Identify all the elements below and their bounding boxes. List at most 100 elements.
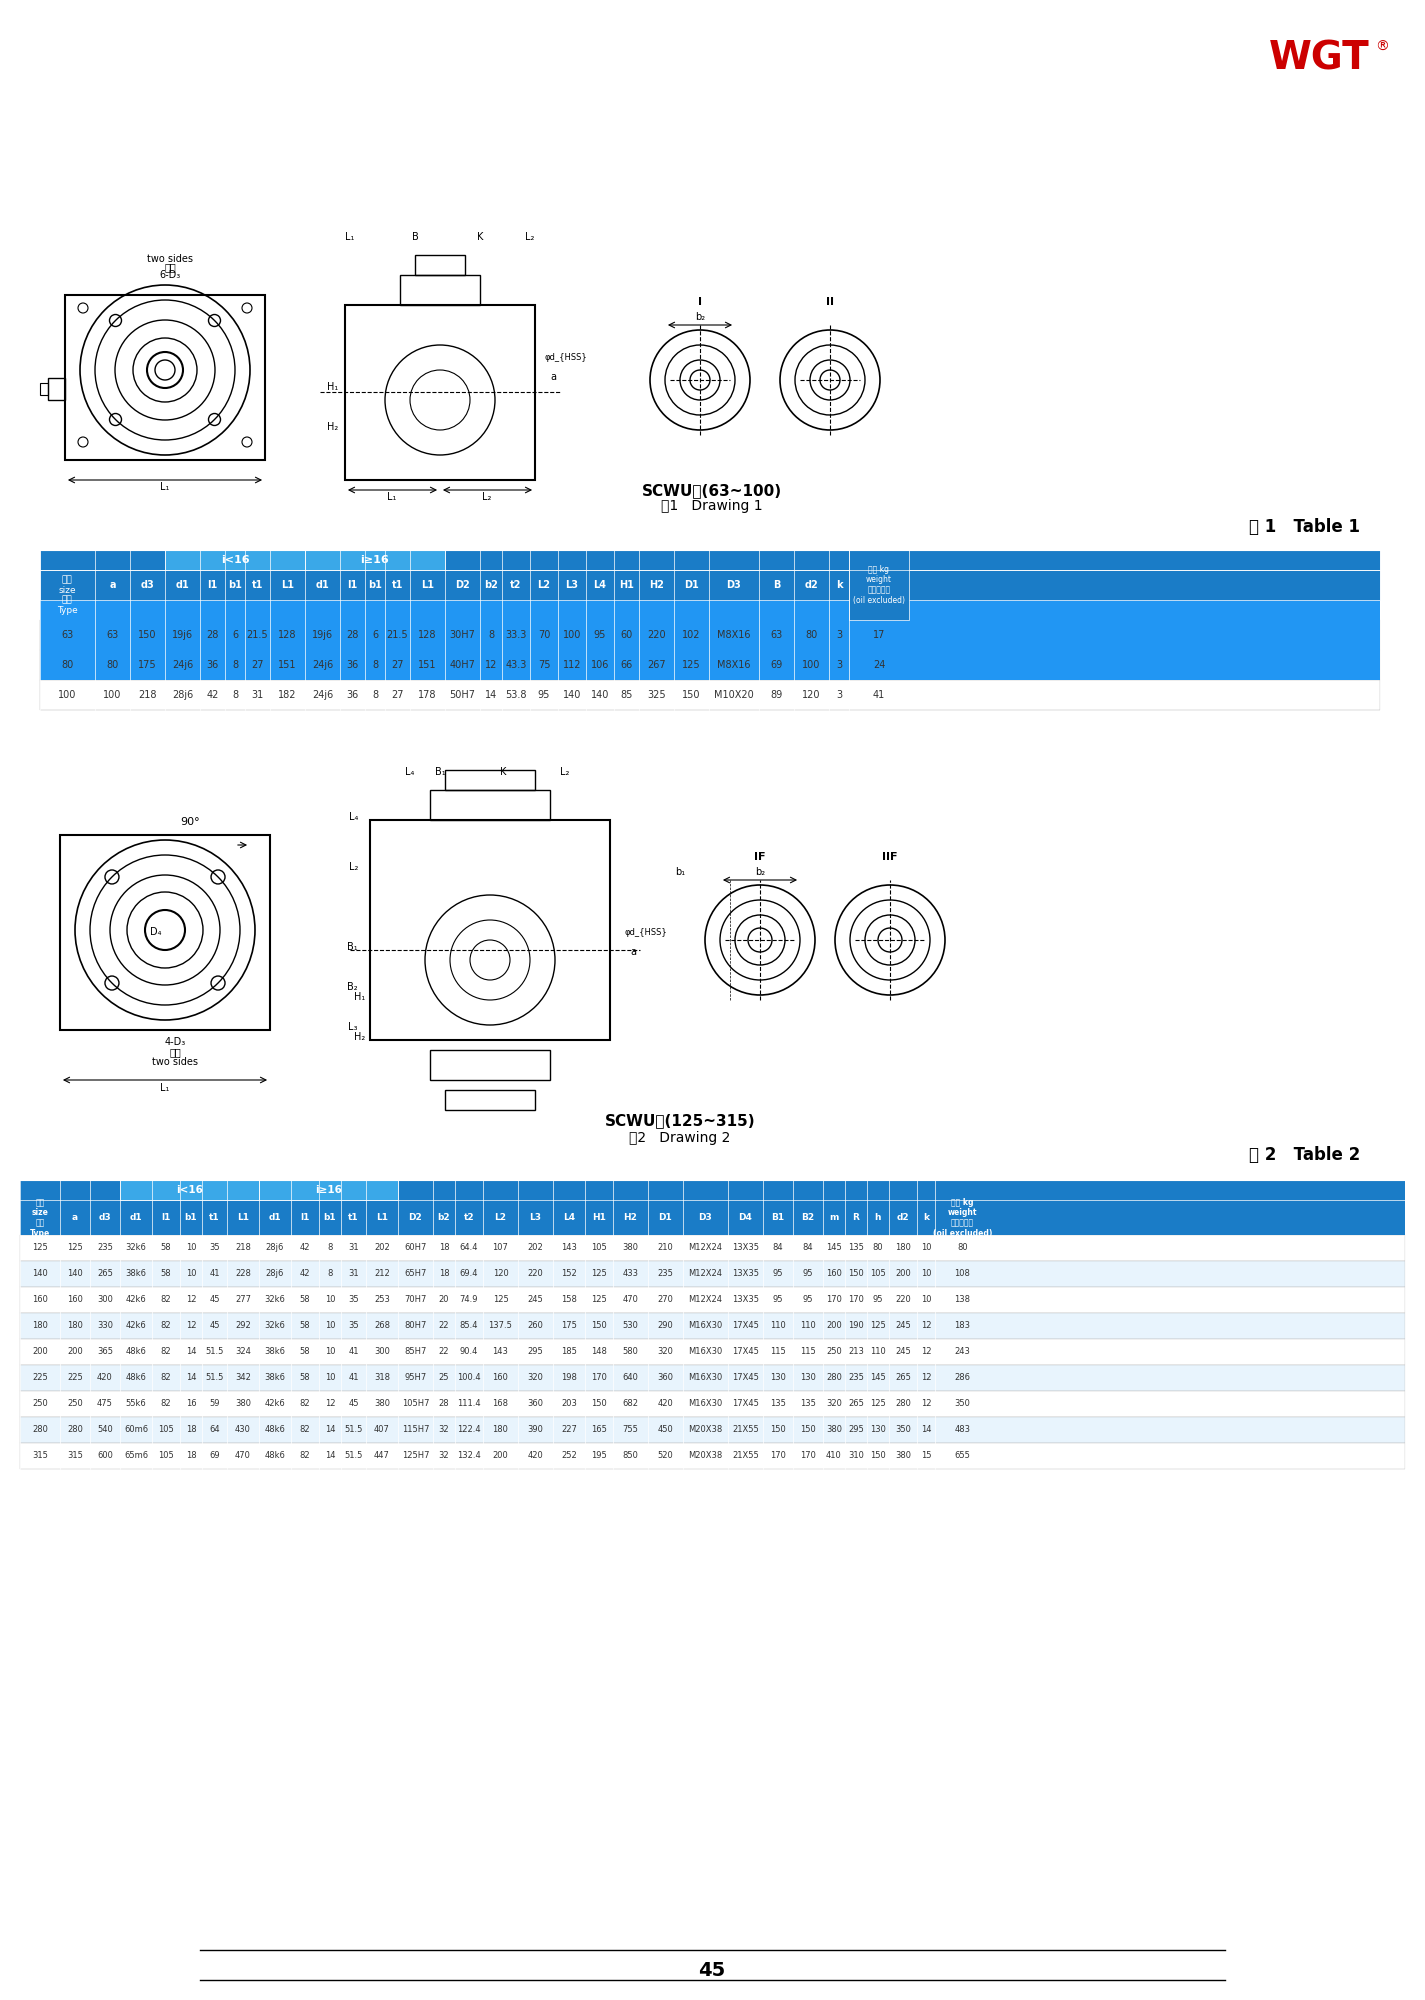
Text: 245: 245 <box>895 1322 911 1330</box>
Text: 17: 17 <box>872 630 885 640</box>
Text: 178: 178 <box>419 690 436 700</box>
Text: 41: 41 <box>348 1348 359 1356</box>
Text: 表 2   Table 2: 表 2 Table 2 <box>1248 1146 1359 1164</box>
Text: 95: 95 <box>772 1270 784 1278</box>
Text: 245: 245 <box>527 1296 543 1304</box>
Text: 69.4: 69.4 <box>460 1270 479 1278</box>
Text: 10: 10 <box>185 1244 197 1252</box>
Text: 82: 82 <box>161 1296 171 1304</box>
Text: L₂: L₂ <box>560 766 570 776</box>
Text: 151: 151 <box>419 660 436 670</box>
Text: 105: 105 <box>871 1270 886 1278</box>
Text: 70H7: 70H7 <box>405 1296 426 1304</box>
Text: 30H7: 30H7 <box>449 630 476 640</box>
Text: 27: 27 <box>251 660 264 670</box>
Text: 100: 100 <box>103 690 121 700</box>
Text: B: B <box>412 232 419 242</box>
Text: 202: 202 <box>375 1244 390 1252</box>
Text: 200: 200 <box>493 1452 509 1460</box>
Text: 17X45: 17X45 <box>732 1322 760 1330</box>
Text: 8: 8 <box>372 660 378 670</box>
Text: 两侧: 两侧 <box>164 262 175 272</box>
Text: 250: 250 <box>826 1348 842 1356</box>
Text: 58: 58 <box>299 1374 311 1382</box>
Text: 115: 115 <box>770 1348 785 1356</box>
Text: 尺寸
size
型号
Type: 尺寸 size 型号 Type <box>30 1198 50 1238</box>
Text: 320: 320 <box>657 1348 674 1356</box>
Text: 35: 35 <box>209 1244 219 1252</box>
Text: 850: 850 <box>623 1452 638 1460</box>
Text: 69: 69 <box>771 660 782 670</box>
Bar <box>445 770 534 790</box>
Text: 13X35: 13X35 <box>732 1270 760 1278</box>
Text: 95: 95 <box>802 1296 814 1304</box>
Text: 218: 218 <box>235 1244 251 1252</box>
Bar <box>120 1180 259 1200</box>
Text: 27: 27 <box>392 690 403 700</box>
Text: 95H7: 95H7 <box>405 1374 426 1382</box>
Text: 295: 295 <box>848 1426 864 1434</box>
Text: 90°: 90° <box>180 816 200 828</box>
Text: 168: 168 <box>493 1400 509 1408</box>
Text: 268: 268 <box>373 1322 390 1330</box>
Text: D3: D3 <box>727 580 741 590</box>
Text: L1: L1 <box>376 1214 388 1222</box>
Text: L2: L2 <box>537 580 550 590</box>
Bar <box>20 1416 1405 1444</box>
Text: 130: 130 <box>799 1374 817 1382</box>
Text: 22: 22 <box>439 1348 449 1356</box>
Text: b2: b2 <box>437 1214 450 1222</box>
Text: d3: d3 <box>141 580 154 590</box>
Text: 28: 28 <box>207 630 218 640</box>
Text: 270: 270 <box>657 1296 674 1304</box>
Text: 450: 450 <box>657 1426 674 1434</box>
Text: 41: 41 <box>209 1270 219 1278</box>
Text: m: m <box>829 1214 839 1222</box>
Text: B2: B2 <box>801 1214 815 1222</box>
Bar <box>20 1364 1405 1392</box>
Text: t1: t1 <box>252 580 264 590</box>
Text: 160: 160 <box>826 1270 842 1278</box>
Text: 140: 140 <box>67 1270 83 1278</box>
Text: 66: 66 <box>620 660 633 670</box>
Text: 6: 6 <box>232 630 238 640</box>
Text: 102: 102 <box>683 630 701 640</box>
Text: 125: 125 <box>591 1270 607 1278</box>
Text: H2: H2 <box>648 580 664 590</box>
Text: 74.9: 74.9 <box>460 1296 479 1304</box>
Text: L1: L1 <box>420 580 435 590</box>
Text: 365: 365 <box>97 1348 113 1356</box>
Text: 12: 12 <box>921 1374 932 1382</box>
Text: B1: B1 <box>771 1214 785 1222</box>
Text: 198: 198 <box>561 1374 577 1382</box>
Text: 250: 250 <box>33 1400 48 1408</box>
Text: 36: 36 <box>207 660 218 670</box>
Text: 420: 420 <box>527 1452 543 1460</box>
Text: 250: 250 <box>67 1400 83 1408</box>
Bar <box>165 550 305 570</box>
Text: 170: 170 <box>799 1452 817 1460</box>
Text: IIF: IIF <box>882 852 898 862</box>
Text: 280: 280 <box>67 1426 83 1434</box>
Text: 95: 95 <box>537 690 550 700</box>
Text: b₂: b₂ <box>695 312 705 322</box>
Text: 152: 152 <box>561 1270 577 1278</box>
Text: 150: 150 <box>799 1426 817 1434</box>
Text: 12: 12 <box>325 1400 335 1408</box>
Text: 218: 218 <box>138 690 157 700</box>
Text: 13X35: 13X35 <box>732 1244 760 1252</box>
Text: D1: D1 <box>658 1214 673 1222</box>
Text: 80: 80 <box>958 1244 968 1252</box>
Text: 180: 180 <box>493 1426 509 1434</box>
Text: 165: 165 <box>591 1426 607 1434</box>
Bar <box>40 550 1379 680</box>
Text: 31: 31 <box>348 1270 359 1278</box>
Text: 图2   Drawing 2: 图2 Drawing 2 <box>630 1132 731 1144</box>
Text: 110: 110 <box>770 1322 785 1330</box>
Text: 42k6: 42k6 <box>125 1322 147 1330</box>
Text: a: a <box>630 948 636 958</box>
Text: 125: 125 <box>493 1296 509 1304</box>
Text: 350: 350 <box>955 1400 970 1408</box>
Bar <box>20 1340 1405 1364</box>
Text: 21.5: 21.5 <box>247 630 268 640</box>
